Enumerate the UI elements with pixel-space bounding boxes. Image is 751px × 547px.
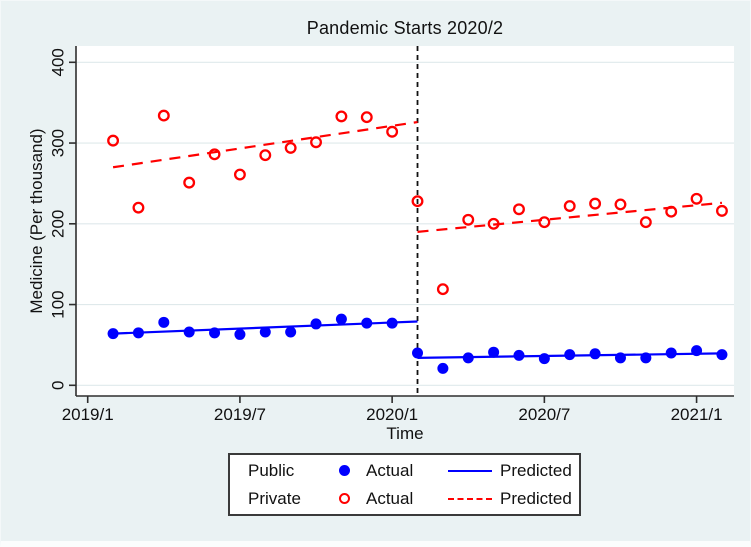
private-actual-point-2021/1 xyxy=(690,192,703,205)
private-actual-marker-icon xyxy=(338,493,350,504)
public-actual-point-2020/10 xyxy=(614,352,626,364)
private-actual-point-2020/2 xyxy=(411,195,424,208)
public-actual-point-2020/12 xyxy=(665,347,677,359)
private-actual-point-2019/11 xyxy=(335,110,348,123)
chart-title: Pandemic Starts 2020/2 xyxy=(306,18,504,38)
x-axis-title: Time xyxy=(386,424,424,443)
y-axis-title: Medicine (Per thousand) xyxy=(27,128,46,314)
private-actual-point-2020/7 xyxy=(538,216,551,229)
public-actual-point-2019/3 xyxy=(132,327,144,339)
x-tick-label-2020/7: 2020/7 xyxy=(518,405,570,424)
legend-row-private: Private Actual Predicted xyxy=(230,486,579,512)
public-actual-point-2020/6 xyxy=(513,349,525,361)
private-actual-point-2019/9 xyxy=(284,141,297,154)
public-actual-point-2020/8 xyxy=(564,349,576,361)
y-tick-label-0: 0 xyxy=(48,381,67,390)
private-actual-point-2020/3 xyxy=(436,283,449,296)
legend-row-public: Public Actual Predicted xyxy=(230,458,579,484)
private-actual-point-2019/3 xyxy=(132,201,145,214)
private-predicted-line-icon xyxy=(448,497,492,500)
public-actual-point-2021/1 xyxy=(691,345,703,357)
private-actual-point-2019/12 xyxy=(360,111,373,124)
private-actual-point-2020/1 xyxy=(386,125,399,138)
private-actual-point-2020/5 xyxy=(487,217,500,230)
public-actual-marker-icon xyxy=(338,465,350,476)
public-actual-point-2019/2 xyxy=(107,328,119,340)
x-tick-label-2019/7: 2019/7 xyxy=(214,405,266,424)
legend-public-predicted-label: Predicted xyxy=(500,460,572,480)
public-actual-point-2019/11 xyxy=(335,313,347,325)
public-actual-point-2019/9 xyxy=(285,326,297,338)
legend-public-actual-label: Actual xyxy=(366,460,414,480)
y-tick-label-200: 200 xyxy=(48,210,67,238)
private-actual-point-2020/10 xyxy=(614,198,627,211)
y-tick-label-300: 300 xyxy=(48,129,67,157)
public-predicted-line-icon xyxy=(448,469,492,472)
public-actual-point-2021/2 xyxy=(716,349,728,361)
public-actual-point-2020/2 xyxy=(412,347,424,359)
private-actual-point-2020/8 xyxy=(563,200,576,212)
legend-private-actual-label: Actual xyxy=(366,488,414,508)
public-actual-point-2019/6 xyxy=(209,327,221,339)
public-actual-point-2020/7 xyxy=(538,353,550,365)
public-actual-point-2020/3 xyxy=(437,362,449,374)
private-actual-point-2019/8 xyxy=(259,149,272,162)
y-tick-label-400: 400 xyxy=(48,48,67,76)
private-actual-point-2019/6 xyxy=(208,148,221,161)
private-actual-point-2020/6 xyxy=(513,203,525,216)
public-actual-point-2020/5 xyxy=(488,346,500,358)
public-actual-point-2019/10 xyxy=(310,318,322,330)
private-predicted-segment-0 xyxy=(112,120,418,169)
private-actual-point-2019/7 xyxy=(233,168,246,181)
private-actual-point-2020/9 xyxy=(589,197,602,210)
public-actual-point-2019/4 xyxy=(158,316,170,328)
public-actual-point-2020/11 xyxy=(640,352,652,364)
private-actual-point-2019/2 xyxy=(107,134,120,147)
private-actual-point-2020/11 xyxy=(639,216,652,229)
private-actual-point-2019/5 xyxy=(183,176,196,189)
public-actual-point-2020/4 xyxy=(462,352,474,364)
private-actual-point-2021/2 xyxy=(716,204,728,217)
private-actual-point-2019/4 xyxy=(157,109,170,122)
public-actual-point-2020/1 xyxy=(386,317,398,329)
legend-private-predicted-label: Predicted xyxy=(500,488,572,508)
public-actual-point-2019/12 xyxy=(361,317,373,329)
x-tick-label-2020/1: 2020/1 xyxy=(366,405,418,424)
legend-group-label-public: Public xyxy=(248,460,295,480)
x-tick-label-2019/1: 2019/1 xyxy=(62,405,114,424)
x-tick-label-2021/1: 2021/1 xyxy=(671,405,723,424)
public-actual-point-2020/9 xyxy=(589,348,601,360)
legend-group-label-private: Private xyxy=(248,488,301,508)
public-actual-point-2019/8 xyxy=(259,326,271,338)
legend-box: Public Actual Predicted Private Actual P… xyxy=(228,453,581,516)
public-actual-point-2019/5 xyxy=(183,326,195,338)
plot-background xyxy=(76,46,734,396)
public-actual-point-2019/7 xyxy=(234,328,246,340)
y-tick-label-100: 100 xyxy=(48,290,67,318)
private-actual-point-2019/10 xyxy=(310,136,322,149)
private-actual-point-2020/4 xyxy=(462,213,475,226)
private-actual-point-2020/12 xyxy=(665,205,678,218)
